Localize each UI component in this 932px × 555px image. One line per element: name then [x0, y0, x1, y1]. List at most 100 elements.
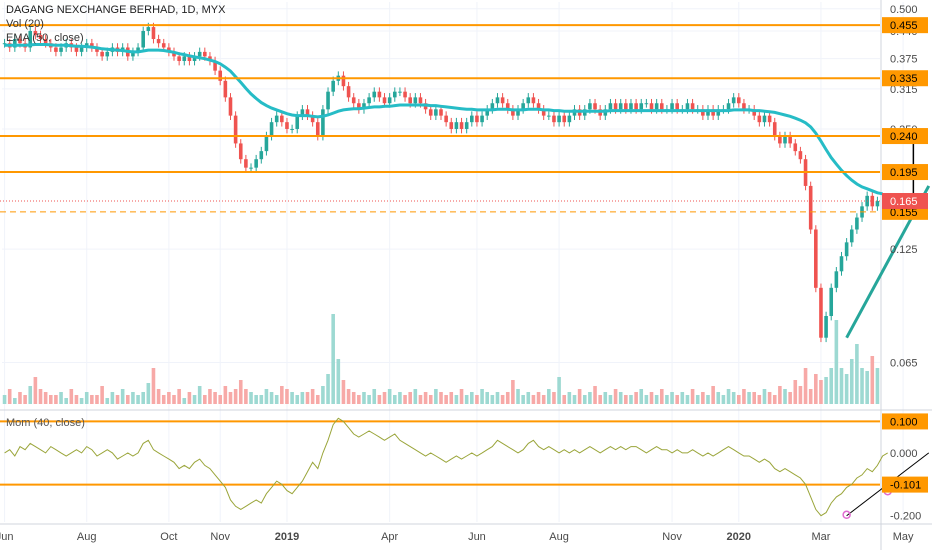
- candle-body: [552, 115, 556, 123]
- time-tick-label: Nov: [662, 531, 682, 543]
- candle-body: [151, 27, 156, 40]
- volume-bar: [223, 386, 228, 404]
- momentum-level-badge-box: [882, 476, 928, 493]
- candle-body: [13, 39, 17, 48]
- candle-body: [649, 103, 654, 110]
- volume-bar: [675, 395, 679, 404]
- volume-bar: [803, 368, 808, 404]
- volume-bar: [208, 389, 212, 404]
- candle-body: [731, 97, 736, 104]
- volume-bar: [23, 395, 27, 404]
- volume-bar: [310, 389, 315, 404]
- volume-bar: [711, 386, 715, 404]
- volume-bar: [547, 389, 551, 404]
- volume-bar: [156, 389, 161, 404]
- volume-bar: [131, 392, 135, 404]
- volume-bar: [74, 395, 79, 404]
- candle-body: [485, 109, 490, 116]
- volume-bar: [793, 380, 798, 404]
- momentum-tick-label: -0.200: [890, 511, 921, 523]
- candle-body: [644, 103, 649, 105]
- candle-body: [875, 201, 880, 207]
- volume-bar: [444, 395, 448, 404]
- candle-body: [141, 30, 145, 48]
- volume-bar: [13, 398, 17, 404]
- candle-body: [244, 159, 248, 168]
- volume-bar: [737, 395, 741, 404]
- volume-bar: [43, 392, 48, 404]
- candle-body: [18, 39, 22, 44]
- candles: [2, 22, 880, 343]
- candle-body: [654, 103, 659, 110]
- volume-bar: [403, 395, 407, 404]
- volume-bar: [413, 389, 418, 404]
- candle-body: [819, 287, 823, 338]
- volume-bar: [762, 389, 767, 404]
- volume-bar: [387, 389, 392, 404]
- candle-body: [377, 91, 382, 98]
- volume-bar: [680, 392, 685, 404]
- volume-bar: [695, 395, 700, 404]
- candle-body: [500, 97, 505, 104]
- candle-body: [855, 217, 859, 230]
- price-tick-label: 0.065: [890, 358, 918, 370]
- candle-body: [778, 136, 782, 144]
- candle-body: [331, 80, 335, 92]
- volume-bar: [182, 398, 187, 404]
- candle-body: [357, 103, 361, 110]
- candle-body: [762, 115, 767, 123]
- volume-bar: [59, 392, 63, 404]
- volume-bar: [778, 386, 782, 404]
- volume-bar: [475, 395, 479, 404]
- candle-body: [608, 103, 613, 110]
- time-tick-label: 2019: [275, 531, 299, 543]
- time-tick-label: Nov: [210, 531, 230, 543]
- volume-bar: [228, 392, 233, 404]
- volume-bar: [315, 395, 320, 404]
- ema-line: [4, 43, 883, 196]
- candle-body: [613, 103, 618, 110]
- candle-body: [238, 143, 243, 160]
- volume-bar: [120, 389, 125, 404]
- volume-bar: [808, 389, 813, 404]
- candle-body: [464, 122, 469, 129]
- candle-body: [203, 51, 207, 57]
- volume-bar: [536, 392, 541, 404]
- volume-bar: [819, 380, 823, 404]
- volume-bar: [716, 392, 721, 404]
- volume-bar: [603, 392, 608, 404]
- volume-bar: [834, 320, 839, 404]
- volume-bar: [439, 392, 443, 404]
- candle-body: [449, 122, 454, 129]
- candle-body: [372, 91, 377, 98]
- volume-bar: [428, 395, 433, 404]
- time-tick-label: Jun: [0, 531, 13, 543]
- candle-body: [593, 103, 597, 110]
- volume-bar: [464, 395, 469, 404]
- candle-body: [588, 103, 592, 110]
- volume-bar: [238, 380, 243, 404]
- volume-bar: [341, 380, 346, 404]
- volume-bar: [783, 389, 787, 404]
- candle-body: [788, 136, 792, 144]
- candle-body: [269, 122, 274, 137]
- candle-body: [2, 43, 7, 45]
- volume-bar: [115, 395, 120, 404]
- volume-bar: [516, 389, 520, 404]
- candle-body: [100, 51, 104, 57]
- volume-bar: [18, 392, 22, 404]
- volume-bar: [454, 395, 459, 404]
- volume-bar: [161, 395, 166, 404]
- candle-body: [772, 122, 777, 137]
- volume-bar: [634, 392, 638, 404]
- candle-body: [367, 97, 371, 104]
- candle-body: [701, 109, 705, 116]
- volume-bar: [495, 392, 500, 404]
- time-tick-label: Aug: [77, 531, 97, 543]
- candle-body: [28, 30, 33, 48]
- volume-bar: [870, 356, 875, 404]
- price-tick-label: 0.500: [890, 4, 918, 16]
- volume-bar: [593, 386, 597, 404]
- time-tick-label: Aug: [549, 531, 569, 543]
